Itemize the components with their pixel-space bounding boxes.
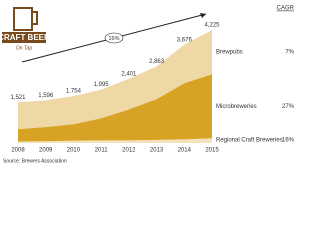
legend-label: Microbreweries — [216, 104, 257, 110]
x-tick-label: 2015 — [205, 148, 219, 154]
logo-mug — [13, 7, 38, 31]
x-tick-label: 2010 — [67, 148, 81, 154]
logo-subtitle: On Tap — [16, 45, 32, 51]
logo-banner — [2, 32, 46, 43]
total-label: 1,995 — [94, 82, 110, 88]
chart: CRAFT BEER On Tap CAGR 16% Source: Brewe… — [0, 4, 295, 164]
legend-title: CAGR — [277, 6, 295, 12]
x-tick-label: 2008 — [11, 148, 25, 154]
x-tick-label: 2013 — [150, 148, 164, 154]
total-label: 1,521 — [10, 95, 26, 101]
total-label: 1,754 — [66, 89, 82, 95]
x-tick-label: 2012 — [122, 148, 136, 154]
total-label: 3,676 — [177, 37, 193, 43]
x-tick-label: 2009 — [39, 148, 53, 154]
legend-label: Regional Craft Breweries — [216, 138, 283, 144]
legend-cagr: 7% — [285, 50, 294, 56]
trend-arrowhead — [200, 13, 206, 18]
total-label: 2,401 — [121, 71, 137, 77]
trend-badge — [104, 32, 124, 44]
total-label: 4,225 — [204, 23, 220, 29]
x-tick-label: 2014 — [178, 148, 192, 154]
x-tick-label: 2011 — [95, 148, 109, 154]
legend-cagr: 16% — [282, 138, 295, 144]
area — [18, 30, 212, 130]
total-label: 1,596 — [38, 93, 54, 99]
logo: CRAFT BEER On Tap — [0, 4, 50, 54]
legend-cagr: 27% — [282, 104, 295, 110]
legend-label: Brewpubs — [216, 50, 243, 56]
source: Source: Brewers Association — [3, 158, 67, 164]
trend-label: 16% — [108, 36, 119, 42]
total-label: 2,863 — [149, 59, 165, 65]
area — [18, 138, 212, 143]
area — [18, 74, 212, 142]
logo-title: CRAFT BEER — [0, 33, 50, 42]
